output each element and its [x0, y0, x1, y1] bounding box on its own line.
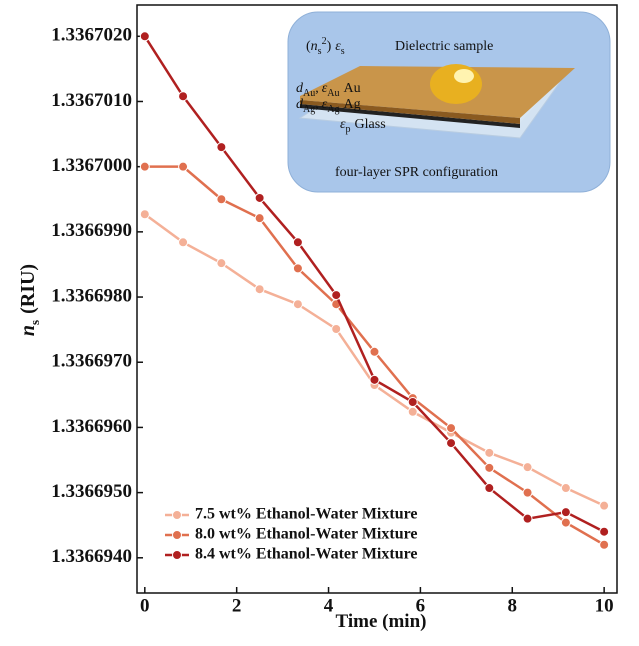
legend-label: 7.5 wt% Ethanol-Water Mixture — [195, 506, 418, 523]
t: p — [346, 124, 351, 135]
y-tick-label: 1.3366960 — [51, 416, 132, 437]
y-axis-label: ns (RIU) — [17, 264, 42, 336]
t: ε — [322, 81, 328, 96]
point — [292, 299, 303, 310]
t: ε — [340, 117, 346, 132]
point — [139, 209, 150, 220]
point — [407, 396, 418, 407]
point — [216, 142, 227, 153]
x-tick-label: 0 — [140, 595, 150, 616]
y-tick-label: 1.3366970 — [51, 351, 132, 372]
t: ε — [322, 97, 328, 112]
legend-marker — [172, 510, 182, 520]
point — [484, 447, 495, 458]
point — [292, 237, 303, 248]
point — [331, 323, 342, 334]
t: ) — [327, 39, 332, 54]
legend-label: 8.0 wt% Ethanol-Water Mixture — [195, 526, 418, 543]
ag-layer — [300, 104, 520, 128]
x-tick-label: 4 — [324, 595, 334, 616]
point — [331, 290, 342, 301]
t: Au — [344, 81, 361, 96]
t: d — [296, 97, 304, 112]
point — [292, 263, 303, 274]
sample-label: Dielectric sample — [395, 39, 493, 54]
point — [560, 517, 571, 528]
t: , — [315, 81, 319, 96]
point — [484, 462, 495, 473]
point — [484, 483, 495, 494]
point — [369, 374, 380, 385]
legend-marker — [172, 530, 182, 540]
sample-highlight — [454, 69, 474, 83]
series-line — [144, 213, 605, 507]
y-tick-label: 1.3366950 — [51, 481, 132, 502]
x-tick-label: 2 — [232, 595, 242, 616]
t: Ag — [327, 104, 339, 115]
point — [178, 161, 189, 172]
inset-caption: four-layer SPR configuration — [335, 165, 498, 180]
inset: (ns2) εs Dielectric sample dAu, εAu Au dAg,… — [287, 11, 611, 193]
point — [139, 31, 150, 42]
t: n — [311, 39, 318, 54]
y-tick-label: 1.3367010 — [51, 90, 132, 111]
t: s — [27, 320, 42, 325]
point — [254, 192, 265, 203]
t: s — [341, 46, 345, 57]
point — [599, 526, 610, 537]
y-tick-label: 1.3366990 — [51, 220, 132, 241]
sample-symbols: (ns2) εs — [306, 36, 345, 57]
y-tick-label: 1.3366940 — [51, 546, 132, 567]
t: d — [296, 81, 304, 96]
point — [522, 487, 533, 498]
ag-label: dAg, εAg Ag — [296, 97, 361, 115]
t: n — [17, 325, 39, 336]
point — [216, 258, 227, 269]
point — [407, 406, 418, 417]
point — [446, 438, 457, 449]
point — [522, 513, 533, 524]
y-tick-label: 1.3367000 — [51, 155, 132, 176]
y-tick-label: 1.3366980 — [51, 285, 132, 306]
t: ε — [335, 39, 341, 54]
point — [216, 194, 227, 205]
x-tick-label: 6 — [416, 595, 426, 616]
point — [560, 483, 571, 494]
point — [599, 539, 610, 550]
point — [599, 500, 610, 511]
t: Au — [303, 88, 315, 99]
t: Au — [327, 88, 339, 99]
t: Ag — [344, 97, 361, 112]
au-edge — [300, 100, 520, 124]
legend-label: 8.4 wt% Ethanol-Water Mixture — [195, 546, 418, 563]
sample-drop — [430, 64, 482, 104]
point — [446, 423, 457, 434]
t: , — [315, 97, 319, 112]
point — [560, 507, 571, 518]
x-axis-label: Time (min) — [336, 611, 427, 632]
t: (RIU) — [17, 264, 39, 314]
point — [254, 213, 265, 224]
au-label: dAu, εAu Au — [296, 81, 361, 99]
x-tick-label: 10 — [595, 595, 614, 616]
point — [254, 284, 265, 295]
point — [522, 462, 533, 473]
point — [369, 346, 380, 357]
t: ( — [306, 39, 311, 54]
point — [178, 91, 189, 102]
point — [139, 161, 150, 172]
y-tick-label: 1.3367020 — [51, 25, 132, 46]
t: 2 — [322, 36, 327, 47]
legend-marker — [172, 550, 182, 560]
t: Glass — [355, 117, 386, 132]
point — [178, 237, 189, 248]
plot-frame — [136, 4, 618, 594]
x-tick-label: 8 — [508, 595, 518, 616]
t: Ag — [303, 104, 315, 115]
glass-label: εp Glass — [340, 117, 386, 135]
t: s — [318, 46, 322, 57]
